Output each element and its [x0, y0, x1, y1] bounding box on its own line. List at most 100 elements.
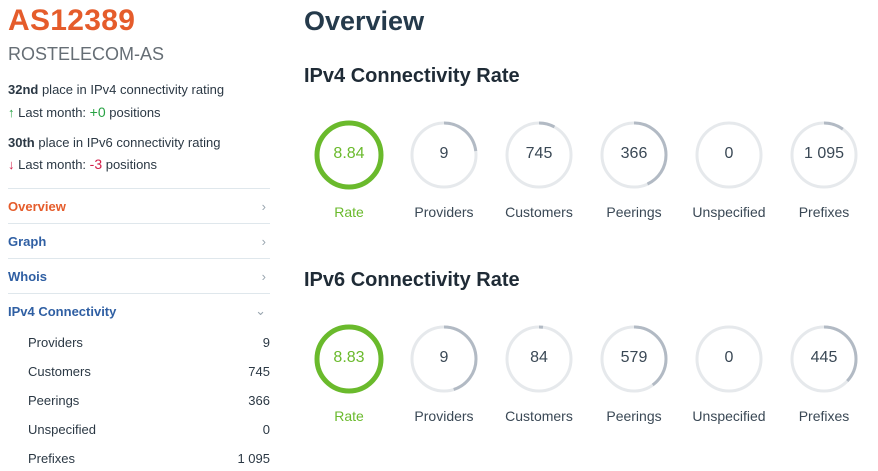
ipv6-last-month: ↓ Last month: -3 positions [8, 156, 157, 172]
gauge-label: Unspecified [692, 204, 766, 220]
as-name: ROSTELECOM-AS [8, 44, 165, 64]
as-number: AS12389 [8, 4, 136, 37]
gauge-value: 579 [620, 349, 648, 366]
gauge-arc [600, 325, 668, 393]
sidebar-item-whois[interactable]: Whois › [8, 258, 270, 293]
gauge-value: 8.83 [333, 349, 365, 366]
gauge-rate[interactable]: 8.83 Rate [304, 324, 394, 434]
sub-item-peerings[interactable]: Peerings 366 [8, 386, 270, 415]
gauge-arc [410, 325, 478, 393]
sidebar-item-label: Overview [8, 198, 66, 214]
gauge-ring [314, 120, 384, 190]
gauge-arc [505, 121, 573, 189]
gauge-value: 445 [810, 349, 838, 366]
gauge-value: 9 [439, 349, 449, 366]
gauge-arc [790, 121, 858, 189]
ipv4-delta: +0 [89, 104, 106, 120]
gauge-prefixes[interactable]: 445 Prefixes [779, 324, 869, 434]
ipv6-rank-place: 30th [8, 135, 35, 150]
gauge-value: 0 [724, 349, 734, 366]
gauge-label: Prefixes [798, 204, 850, 220]
gauge-value: 9 [439, 145, 449, 162]
sidebar-item-overview[interactable]: Overview › [8, 188, 270, 223]
gauge-value: 0 [724, 145, 734, 162]
ipv4-last-month: ↑ Last month: +0 positions [8, 104, 161, 120]
gauge-ring [600, 325, 668, 393]
page-title: Overview [304, 6, 425, 36]
sub-item-label: Peerings [28, 393, 80, 408]
ipv6-rank-text: place in IPv6 connectivity rating [34, 135, 221, 150]
ipv4-rank: 32nd place in IPv4 connectivity rating [8, 82, 224, 97]
sub-item-value: 9 [262, 335, 270, 350]
gauge-arc [600, 121, 668, 189]
gauge-label: Providers [414, 408, 474, 424]
gauge-customers[interactable]: 745 Customers [494, 120, 584, 230]
gauge-label: Customers [505, 204, 573, 220]
gauge-label: Peerings [606, 204, 662, 220]
ipv6-delta: -3 [89, 156, 103, 172]
gauge-prefixes[interactable]: 1 095 Prefixes [779, 120, 869, 230]
ipv6-delta-suffix: positions [102, 157, 158, 172]
sub-item-value: 1 095 [237, 451, 270, 466]
sub-item-label: Unspecified [28, 422, 96, 437]
gauge-ring [505, 325, 573, 393]
gauge-value: 1 095 [803, 145, 845, 162]
gauge-rate[interactable]: 8.84 Rate [304, 120, 394, 230]
gauge-ring [410, 121, 478, 189]
sub-item-providers[interactable]: Providers 9 [8, 328, 270, 357]
gauge-value: 84 [530, 349, 548, 366]
ipv4-last-month-label: Last month: [14, 105, 90, 120]
gauge-providers[interactable]: 9 Providers [399, 324, 489, 434]
gauge-label: Customers [505, 408, 573, 424]
sub-item-label: Providers [28, 335, 83, 350]
gauge-label: Rate [334, 204, 364, 220]
sidebar-item-graph[interactable]: Graph › [8, 223, 270, 258]
gauge-peerings[interactable]: 579 Peerings [589, 324, 679, 434]
sidebar-item-label: Whois [8, 268, 47, 284]
ipv4-sub-list: Providers 9 Customers 745 Peerings 366 U… [8, 328, 270, 471]
ipv4-delta-suffix: positions [105, 105, 161, 120]
gauge-label: Unspecified [692, 408, 766, 424]
gauge-value: 745 [525, 145, 553, 162]
sidebar-item-label: Graph [8, 233, 47, 249]
gauge-value: 8.84 [333, 145, 365, 162]
gauge-label: Prefixes [798, 408, 850, 424]
gauge-arc [314, 324, 384, 394]
gauge-ring [790, 325, 858, 393]
gauge-providers[interactable]: 9 Providers [399, 120, 489, 230]
gauge-value: 366 [620, 145, 648, 162]
gauge-ring [600, 121, 668, 189]
gauge-unspecified[interactable]: 0 Unspecified [684, 324, 774, 434]
ipv4-rank-place: 32nd [8, 82, 39, 97]
arrow-up-icon: ↑ [8, 105, 15, 120]
sub-item-unspecified[interactable]: Unspecified 0 [8, 415, 270, 444]
sub-item-customers[interactable]: Customers 745 [8, 357, 270, 386]
ipv6-rank: 30th place in IPv6 connectivity rating [8, 135, 220, 150]
gauge-customers[interactable]: 84 Customers [494, 324, 584, 434]
sub-item-value: 366 [248, 393, 270, 408]
gauge-ring [790, 121, 858, 189]
gauge-ring [314, 324, 384, 394]
gauge-unspecified[interactable]: 0 Unspecified [684, 120, 774, 230]
arrow-down-icon: ↓ [8, 157, 15, 172]
sub-item-value: 0 [262, 422, 270, 437]
chevron-right-icon: › [261, 198, 266, 214]
ipv6-section-title: IPv6 Connectivity Rate [304, 269, 520, 291]
gauge-label: Rate [334, 408, 364, 424]
sidebar-item-ipv4-connectivity[interactable]: IPv4 Connectivity ⌄ [8, 293, 270, 328]
chevron-down-icon: ⌄ [255, 303, 266, 318]
gauge-ring [505, 121, 573, 189]
gauge-arc [505, 325, 573, 393]
ipv4-rank-text: place in IPv4 connectivity rating [38, 82, 225, 97]
gauge-peerings[interactable]: 366 Peerings [589, 120, 679, 230]
gauge-label: Peerings [606, 408, 662, 424]
gauge-ring [410, 325, 478, 393]
sub-item-prefixes[interactable]: Prefixes 1 095 [8, 444, 270, 471]
gauge-ring [695, 325, 763, 393]
gauge-track [695, 325, 763, 393]
sub-item-label: Prefixes [28, 451, 75, 466]
ipv4-section-title: IPv4 Connectivity Rate [304, 65, 520, 87]
sub-item-value: 745 [248, 364, 270, 379]
gauge-arc [410, 121, 478, 189]
gauge-arc [790, 325, 858, 393]
